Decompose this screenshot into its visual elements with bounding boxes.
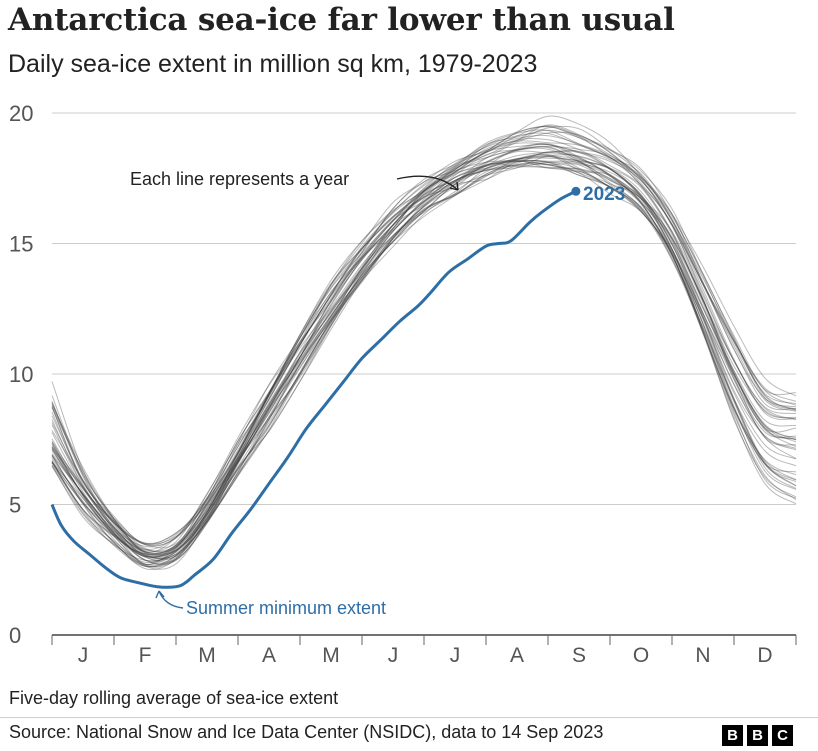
historic-year-line (51, 162, 797, 562)
historic-year-line (51, 165, 797, 566)
x-tick-label: S (572, 644, 586, 667)
historic-year-line (51, 143, 797, 556)
annotation-each-line-arrow (396, 175, 459, 191)
historic-year-line (51, 151, 797, 568)
historic-year-line (51, 126, 797, 546)
historic-year-line (51, 125, 797, 553)
y-tick-label: 10 (9, 362, 33, 387)
historic-year-line (51, 150, 797, 562)
historic-year-line (51, 147, 797, 556)
series-end-label-2023: 2023 (583, 184, 625, 205)
historic-year-line (51, 124, 797, 555)
historic-year-line (51, 146, 797, 557)
historic-year-line (51, 154, 797, 565)
historic-year-line (51, 143, 797, 558)
x-tick-label: F (139, 644, 152, 667)
x-tick-label: M (198, 644, 216, 667)
series-line-2023 (50, 189, 577, 589)
historic-year-line (51, 129, 797, 545)
x-tick-label: N (695, 644, 710, 667)
historic-year-line (51, 160, 797, 564)
historic-year-line (51, 159, 797, 567)
chart-subtitle: Daily sea-ice extent in million sq km, 1… (8, 50, 538, 78)
y-axis-tick-labels: 0 5 10 15 20 (9, 101, 33, 648)
historic-year-line (51, 143, 797, 558)
x-tick-label: J (388, 644, 399, 667)
historic-year-line (51, 156, 797, 558)
bbc-logo: B B C (722, 725, 793, 746)
historic-year-line (51, 137, 797, 548)
bbc-logo-letter: B (722, 725, 743, 746)
annotation-each-line: Each line represents a year (130, 169, 349, 189)
annotations: Each line represents a year Summer minim… (130, 169, 625, 618)
bbc-logo-letter: C (772, 725, 793, 746)
historic-year-line (51, 161, 797, 568)
historic-year-line (51, 152, 797, 559)
historic-year-line (51, 155, 797, 566)
gridlines (52, 112, 796, 505)
annotation-each-line-arrowhead (449, 181, 459, 191)
historic-year-line (51, 157, 797, 561)
annotation-summer-minimum: Summer minimum extent (186, 598, 386, 618)
source-text: Source: National Snow and Ice Data Cente… (9, 722, 604, 742)
historic-year-line (51, 125, 797, 551)
historic-year-line (51, 154, 797, 558)
historic-year-line (51, 153, 797, 566)
y-tick-label: 20 (9, 101, 33, 126)
historic-year-line (51, 115, 797, 553)
historic-year-line (51, 150, 797, 559)
historic-year-line (51, 131, 797, 554)
historic-year-line (51, 160, 797, 563)
historic-year-line (51, 160, 797, 568)
x-tick-label: M (322, 644, 340, 667)
bbc-logo-letter: B (747, 725, 768, 746)
x-tick-label: J (78, 644, 89, 667)
y-tick-label: 15 (9, 232, 33, 257)
x-tick-label: A (510, 644, 524, 667)
historic-year-line (51, 132, 797, 546)
y-tick-label: 0 (9, 623, 21, 648)
sea-ice-line-chart: 0 5 10 15 20 J F M A M J J A S O N D Each line represen… (9, 101, 797, 667)
historic-year-line (51, 159, 797, 571)
historic-year-line (51, 142, 797, 553)
highlight-series (50, 186, 581, 589)
historic-year-line (51, 145, 797, 554)
historic-year-line (51, 155, 797, 555)
historic-year-line (51, 146, 797, 555)
historic-year-lines (51, 115, 797, 571)
historic-year-line (51, 160, 797, 559)
historic-year-line (51, 134, 797, 545)
historic-year-line (51, 129, 797, 544)
x-tick-label: O (633, 644, 649, 667)
historic-year-line (51, 161, 797, 565)
historic-year-line (51, 125, 797, 552)
y-tick-label: 5 (9, 493, 21, 518)
historic-year-line (51, 162, 797, 560)
chart-title: Antarctica sea-ice far lower than usual (8, 2, 675, 38)
x-tick-label: J (450, 644, 461, 667)
footnote: Five-day rolling average of sea-ice exte… (9, 688, 339, 708)
historic-year-line (51, 140, 797, 549)
x-tick-label: D (757, 644, 772, 667)
annotation-summer-minimum-arrowhead (155, 590, 165, 599)
historic-year-line (51, 163, 797, 570)
series-end-point-2023 (571, 186, 581, 196)
x-tick-label: A (262, 644, 276, 667)
annotation-summer-minimum-arrow (158, 590, 184, 609)
source-divider (0, 717, 818, 718)
